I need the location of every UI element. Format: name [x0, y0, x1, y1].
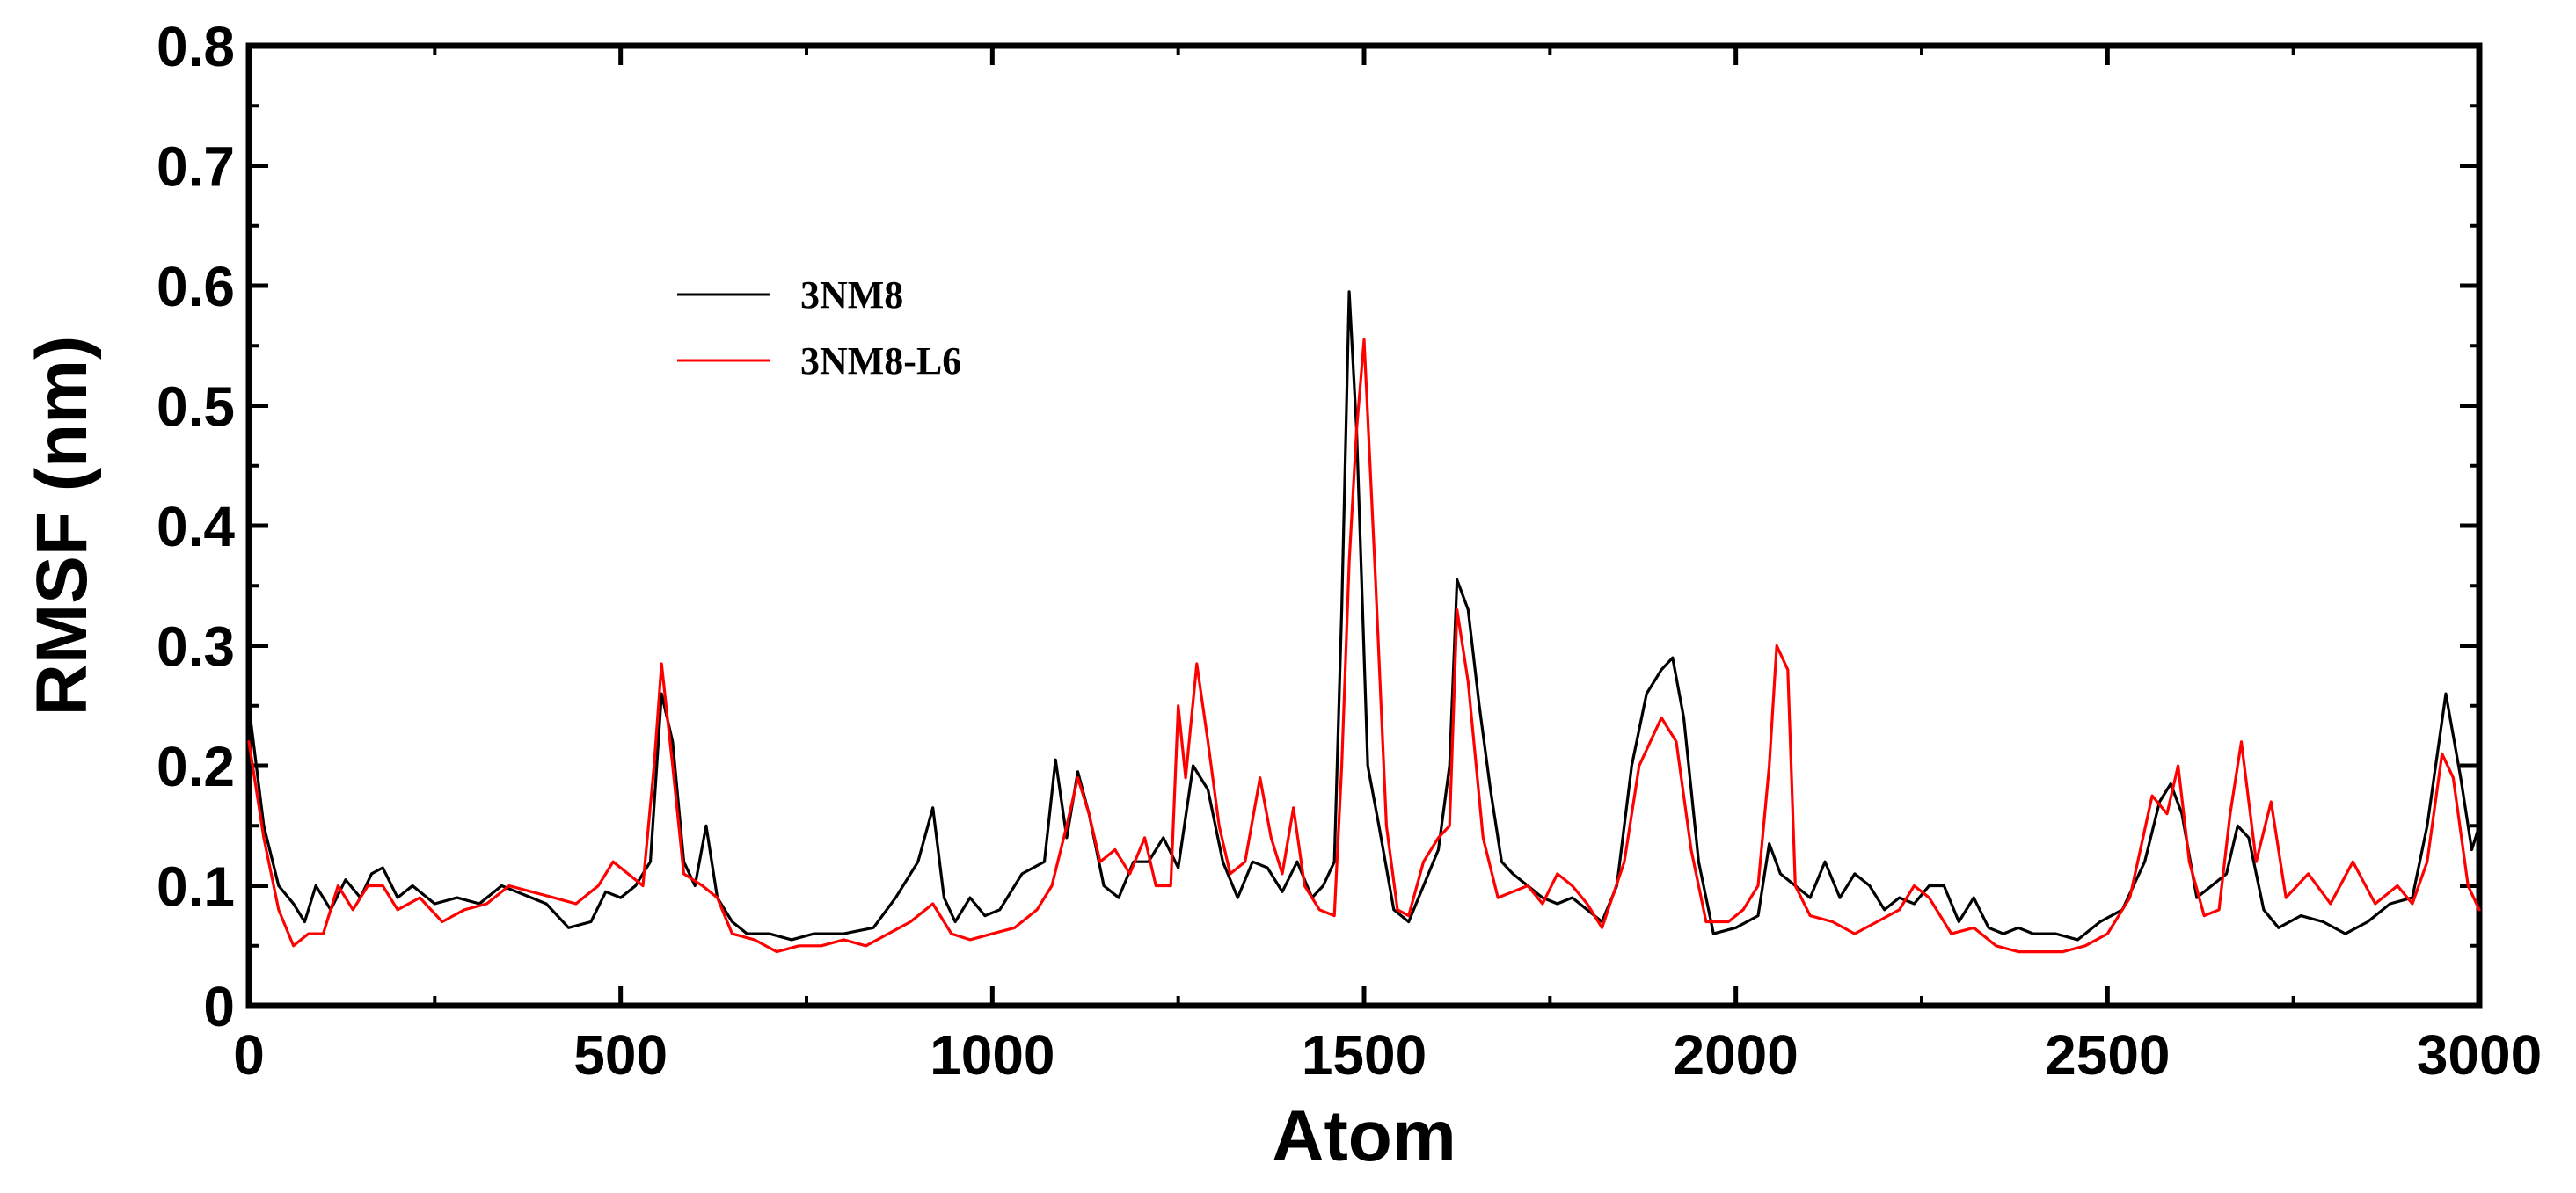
y-tick-label: 0.8 — [157, 15, 235, 78]
y-tick-label: 0.6 — [157, 255, 235, 318]
x-tick-label: 2500 — [2045, 1023, 2170, 1087]
x-tick-label: 500 — [573, 1023, 668, 1087]
axis-ticks — [246, 43, 2482, 1008]
y-tick-label: 0.2 — [157, 735, 235, 798]
legend: 3NM8 3NM8-L6 — [677, 273, 961, 382]
series-line-3nm8-l6 — [247, 338, 2481, 954]
legend-label-3nm8-l6: 3NM8-L6 — [800, 339, 961, 382]
y-tick-label: 0.3 — [157, 615, 235, 679]
y-tick-label: 0.4 — [157, 495, 235, 558]
x-tick-label: 0 — [233, 1023, 265, 1087]
x-tick-label: 3000 — [2417, 1023, 2542, 1087]
axis-tick-labels: 0 500 1000 1500 2000 2500 3000 0 0.1 0.2 0.3 0.4 0.5… — [157, 15, 2542, 1087]
series-layer — [247, 290, 2481, 954]
y-tick-label: 0.7 — [157, 135, 235, 199]
x-tick-label: 2000 — [1673, 1023, 1798, 1087]
x-tick-label: 1500 — [1302, 1023, 1427, 1087]
x-axis-title: Atom — [1272, 1096, 1456, 1176]
y-axis-title: RMSF (nm) — [22, 336, 102, 717]
series-line-3nm8 — [247, 290, 2481, 942]
legend-label-3nm8: 3NM8 — [800, 273, 903, 316]
x-tick-label: 1000 — [930, 1023, 1054, 1087]
y-tick-label: 0.5 — [157, 375, 235, 439]
y-tick-label: 0 — [203, 975, 235, 1038]
y-tick-label: 0.1 — [157, 855, 235, 919]
